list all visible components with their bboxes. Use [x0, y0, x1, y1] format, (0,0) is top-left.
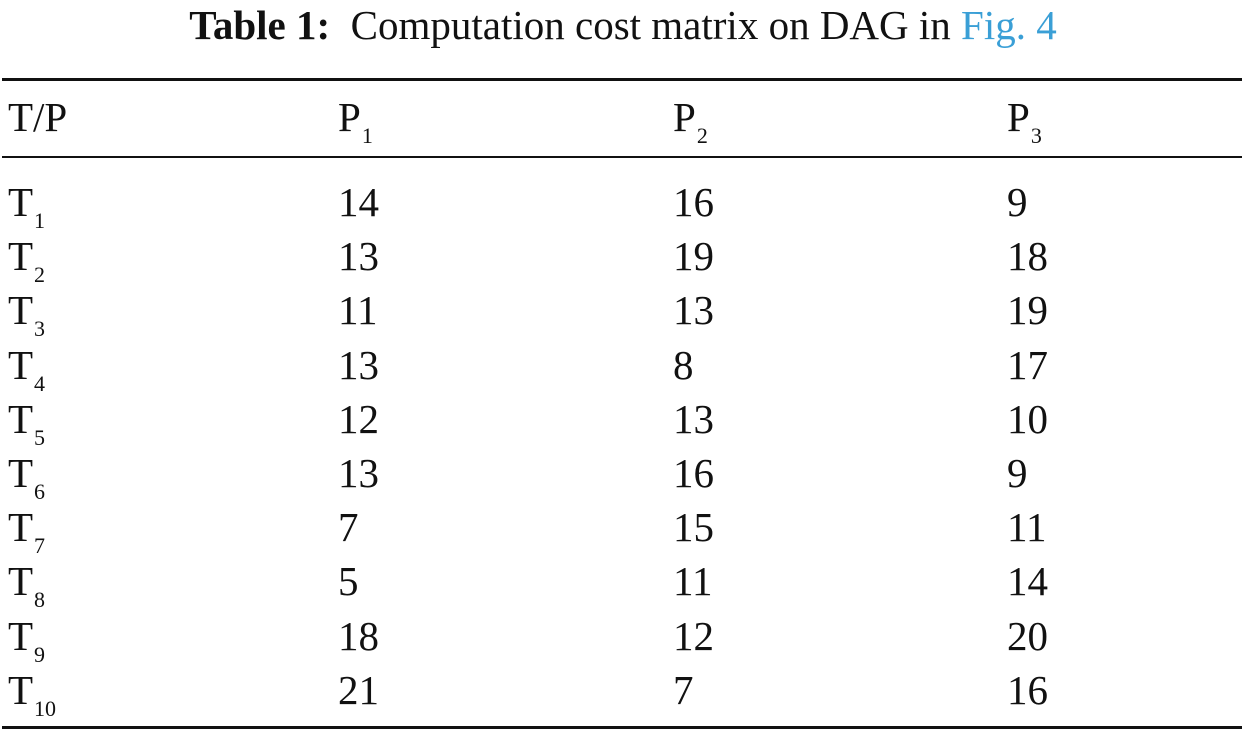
- task-subscript: 3: [34, 316, 46, 341]
- cost-cell: 10: [1007, 396, 1048, 442]
- figure-link[interactable]: Fig. 4: [961, 2, 1057, 48]
- cost-cell: 19: [1007, 287, 1048, 333]
- table-caption: Table 1: Computation cost matrix on DAG …: [0, 0, 1246, 50]
- header-label: P: [338, 94, 361, 140]
- task-subscript: 8: [34, 587, 46, 612]
- table-row: T6 13 16 9: [0, 446, 1246, 504]
- table-row: T10 21 7 16: [0, 663, 1246, 721]
- table-row: T1 14 16 9: [0, 175, 1246, 233]
- task-cell: T2: [8, 229, 45, 302]
- header-label: P: [1007, 94, 1030, 140]
- task-label: T: [8, 287, 34, 333]
- task-cell: T1: [8, 175, 45, 248]
- header-label: T/P: [8, 94, 68, 140]
- cost-cell: 9: [1007, 179, 1028, 225]
- table-row: T5 12 13 10: [0, 392, 1246, 450]
- task-subscript: 1: [34, 208, 46, 233]
- task-subscript: 9: [34, 642, 46, 667]
- task-subscript: 4: [34, 371, 46, 396]
- cost-cell: 14: [338, 179, 379, 225]
- table-row: T8 5 11 14: [0, 554, 1246, 612]
- task-cell: T4: [8, 338, 45, 411]
- cost-cell: 8: [673, 342, 694, 388]
- cost-cell: 13: [338, 342, 379, 388]
- cost-cell: 11: [338, 287, 378, 333]
- cost-cell: 13: [673, 396, 714, 442]
- cost-cell: 12: [673, 613, 714, 659]
- task-cell: T3: [8, 283, 45, 356]
- task-label: T: [8, 667, 34, 713]
- cost-cell: 7: [338, 504, 359, 550]
- table-bottom-rule: [2, 726, 1242, 729]
- header-cell-tp: T/P: [8, 90, 67, 144]
- cost-cell: 16: [673, 450, 714, 496]
- table-row: T4 13 8 17: [0, 338, 1246, 396]
- task-cell: T6: [8, 446, 45, 519]
- caption-text: Computation cost matrix on DAG in: [350, 2, 951, 48]
- task-subscript: 6: [34, 479, 46, 504]
- task-subscript: 2: [34, 262, 46, 287]
- task-label: T: [8, 233, 34, 279]
- cost-cell: 13: [338, 233, 379, 279]
- task-label: T: [8, 450, 34, 496]
- cost-cell: 15: [673, 504, 714, 550]
- header-label: P: [673, 94, 696, 140]
- cost-cell: 16: [673, 179, 714, 225]
- table-row: T7 7 15 11: [0, 500, 1246, 558]
- cost-cell: 13: [338, 450, 379, 496]
- header-subscript: 1: [361, 123, 373, 148]
- table-row: T2 13 19 18: [0, 229, 1246, 287]
- cost-cell: 11: [673, 558, 713, 604]
- header-subscript: 3: [1030, 123, 1042, 148]
- cost-cell: 13: [673, 287, 714, 333]
- cost-cell: 16: [1007, 667, 1048, 713]
- table-header-row: T/P P1 P2 P3: [0, 90, 1246, 148]
- cost-cell: 14: [1007, 558, 1048, 604]
- cost-cell: 20: [1007, 613, 1048, 659]
- task-label: T: [8, 179, 34, 225]
- cost-cell: 5: [338, 558, 359, 604]
- cost-cell: 11: [1007, 504, 1047, 550]
- task-subscript: 10: [34, 696, 57, 721]
- cost-cell: 17: [1007, 342, 1048, 388]
- table-top-rule: [2, 78, 1242, 81]
- task-label: T: [8, 396, 34, 442]
- cost-cell: 19: [673, 233, 714, 279]
- table-row: T3 11 13 19: [0, 283, 1246, 341]
- task-subscript: 5: [34, 425, 46, 450]
- task-cell: T7: [8, 500, 45, 573]
- cost-cell: 18: [1007, 233, 1048, 279]
- task-cell: T10: [8, 663, 56, 736]
- caption-label: Table 1:: [189, 2, 331, 48]
- task-label: T: [8, 558, 34, 604]
- cost-cell: 12: [338, 396, 379, 442]
- header-cell-p1: P1: [338, 90, 373, 163]
- table-header-rule: [2, 156, 1242, 158]
- task-cell: T8: [8, 554, 45, 627]
- table-row: T9 18 12 20: [0, 609, 1246, 667]
- header-cell-p3: P3: [1007, 90, 1042, 163]
- cost-cell: 7: [673, 667, 694, 713]
- cost-cell: 9: [1007, 450, 1028, 496]
- cost-cell: 18: [338, 613, 379, 659]
- task-label: T: [8, 504, 34, 550]
- task-cell: T9: [8, 609, 45, 682]
- task-label: T: [8, 342, 34, 388]
- header-subscript: 2: [696, 123, 708, 148]
- task-label: T: [8, 613, 34, 659]
- task-subscript: 7: [34, 533, 46, 558]
- header-cell-p2: P2: [673, 90, 708, 163]
- task-cell: T5: [8, 392, 45, 465]
- cost-cell: 21: [338, 667, 379, 713]
